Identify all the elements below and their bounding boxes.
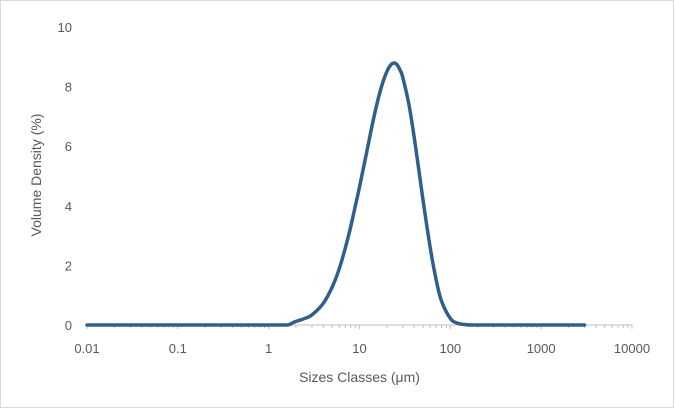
y-tick-label: 8 [65,80,72,95]
x-tick-label: 0.1 [169,341,187,356]
x-tick-label: 0.01 [74,341,99,356]
x-tick-label: 100 [439,341,461,356]
series-line [85,61,587,327]
y-tick-label: 0 [65,318,72,333]
x-tick-label: 10000 [614,341,650,356]
x-tick-label: 1 [265,341,272,356]
y-axis-title: Volume Density (%) [28,114,44,237]
y-tick-labels: 0 2 4 6 8 10 [58,20,72,333]
y-tick-label: 2 [65,258,72,273]
y-tick-label: 4 [65,199,72,214]
x-tick-label: 1000 [527,341,556,356]
y-tick-label: 6 [65,139,72,154]
x-axis-title: Sizes Classes (μm) [299,369,420,385]
x-tick-labels: 0.01 0.1 1 10 100 1000 10000 [74,341,650,356]
y-tick-label: 10 [58,20,72,35]
x-tick-label: 10 [352,341,366,356]
